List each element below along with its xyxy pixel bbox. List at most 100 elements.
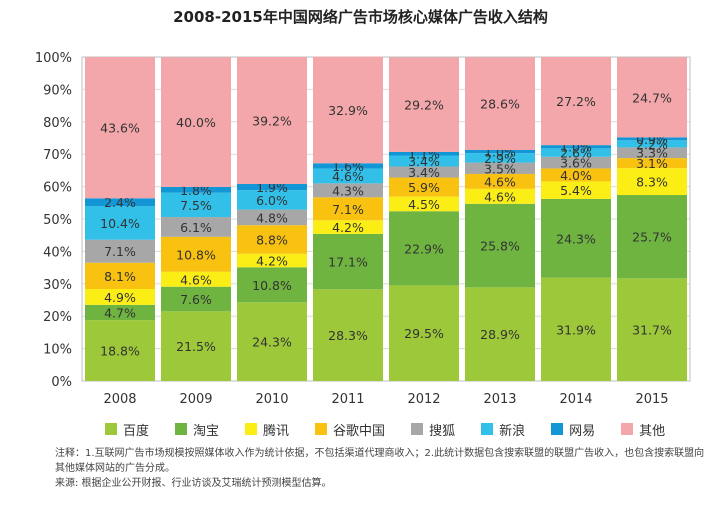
bar-segment — [389, 285, 459, 381]
legend-swatch — [315, 423, 328, 435]
bar-segment — [465, 57, 535, 150]
bar-segment — [161, 57, 231, 187]
y-tick-label: 100% — [35, 51, 72, 66]
bar-segment — [237, 302, 307, 381]
bar-segment — [541, 57, 611, 146]
data-label: 3.3% — [636, 146, 668, 161]
legend-item: 搜狐 — [411, 420, 455, 439]
bar-segment — [617, 158, 687, 169]
bar-segment — [541, 277, 611, 381]
bar-segment — [161, 286, 231, 312]
data-label: 8.1% — [104, 269, 136, 284]
legend-label: 淘宝 — [193, 423, 220, 439]
data-label: 5.9% — [408, 180, 440, 195]
bar-segment — [161, 271, 231, 287]
data-label: 25.7% — [632, 230, 672, 245]
bar-segment — [85, 320, 155, 381]
bar-segment — [85, 288, 155, 305]
bar-segment — [617, 168, 687, 196]
data-label: 24.7% — [632, 90, 672, 105]
data-label: 6.1% — [180, 220, 212, 235]
bar-segment — [237, 184, 307, 191]
data-label: 7.5% — [180, 198, 212, 213]
bar-segment — [389, 166, 459, 178]
data-label: 2.6% — [560, 146, 592, 161]
y-tick-label: 90% — [43, 83, 72, 98]
data-label: 18.8% — [100, 344, 140, 359]
x-tick-label: 2009 — [179, 392, 212, 407]
data-label: 29.5% — [404, 326, 444, 341]
bar-segment — [541, 181, 611, 199]
legend-label: 网易 — [569, 423, 596, 439]
data-label: 8.8% — [256, 232, 288, 247]
data-label: 4.7% — [104, 305, 136, 320]
bar-segment — [161, 217, 231, 237]
data-label: 2.2% — [636, 137, 668, 152]
bar-segment — [237, 190, 307, 210]
y-tick-label: 0% — [51, 375, 72, 390]
data-label: 4.6% — [484, 189, 516, 204]
data-label: 40.0% — [176, 115, 216, 130]
legend-swatch — [481, 423, 494, 435]
data-label: 21.5% — [176, 339, 216, 354]
legend-item: 淘宝 — [175, 420, 219, 439]
legend-swatch — [245, 423, 258, 435]
data-label: 6.0% — [256, 193, 288, 208]
data-label: 7.6% — [180, 292, 212, 307]
bar-segment — [85, 304, 155, 321]
plot-frame — [81, 56, 691, 382]
y-tick-label: 80% — [43, 116, 72, 131]
data-label: 5.4% — [560, 183, 592, 198]
bar-segment — [237, 253, 307, 268]
y-tick-label: 40% — [43, 245, 72, 260]
y-tick-label: 70% — [43, 148, 72, 163]
x-tick-label: 2014 — [559, 392, 592, 407]
data-label: 22.9% — [404, 241, 444, 256]
data-label: 17.1% — [328, 255, 368, 270]
data-label: 4.2% — [256, 253, 288, 268]
legend-label: 其他 — [639, 423, 666, 439]
bar-segment — [313, 183, 383, 198]
bar-segment — [161, 311, 231, 381]
footnote-note: 注释：1.互联网广告市场规模按照媒体收入作为统计依据，不包括渠道代理商收入；2.… — [55, 448, 705, 474]
data-label: 4.6% — [332, 169, 364, 184]
data-label: 2.9% — [484, 151, 516, 166]
y-tick-label: 10% — [43, 343, 72, 358]
legend-item: 其他 — [621, 420, 665, 439]
bar-segment — [465, 162, 535, 174]
x-tick-label: 2015 — [635, 392, 668, 407]
data-label: 28.6% — [480, 97, 520, 112]
legend-swatch — [105, 423, 117, 435]
bar-segment — [85, 57, 155, 199]
legend-item: 新浪 — [481, 420, 525, 439]
data-label: 10.8% — [176, 247, 216, 262]
data-label: 3.4% — [408, 154, 440, 169]
data-label: 3.5% — [484, 161, 516, 176]
data-label: 27.2% — [556, 94, 596, 109]
bar-segment — [389, 151, 459, 156]
bar-segment — [465, 287, 535, 381]
bar-segment — [313, 56, 383, 164]
bar-segment — [237, 267, 307, 303]
bar-segment — [617, 147, 687, 159]
chart-title: 2008-2015年中国网络广告市场核心媒体广告收入结构 — [173, 8, 548, 26]
data-label: 4.9% — [104, 290, 136, 305]
bar-segment — [237, 57, 307, 185]
data-label: 7.1% — [104, 244, 136, 259]
bar-segment — [85, 198, 155, 207]
legend-swatch — [175, 423, 188, 435]
legend-label: 搜狐 — [429, 423, 456, 439]
y-tick-label: 60% — [43, 181, 72, 196]
legend-item: 谷歌中国 — [315, 420, 385, 439]
bar-segment — [389, 155, 459, 167]
data-label: 7.1% — [332, 202, 364, 217]
data-label: 4.3% — [332, 183, 364, 198]
bar-segment — [237, 209, 307, 226]
data-label: 4.6% — [180, 272, 212, 287]
bar-segment — [617, 57, 687, 138]
bar-segment — [161, 186, 231, 193]
data-label: 8.3% — [636, 175, 668, 190]
data-label: 2.4% — [104, 195, 136, 210]
bar-segment — [465, 153, 535, 163]
data-label: 29.2% — [404, 98, 444, 113]
